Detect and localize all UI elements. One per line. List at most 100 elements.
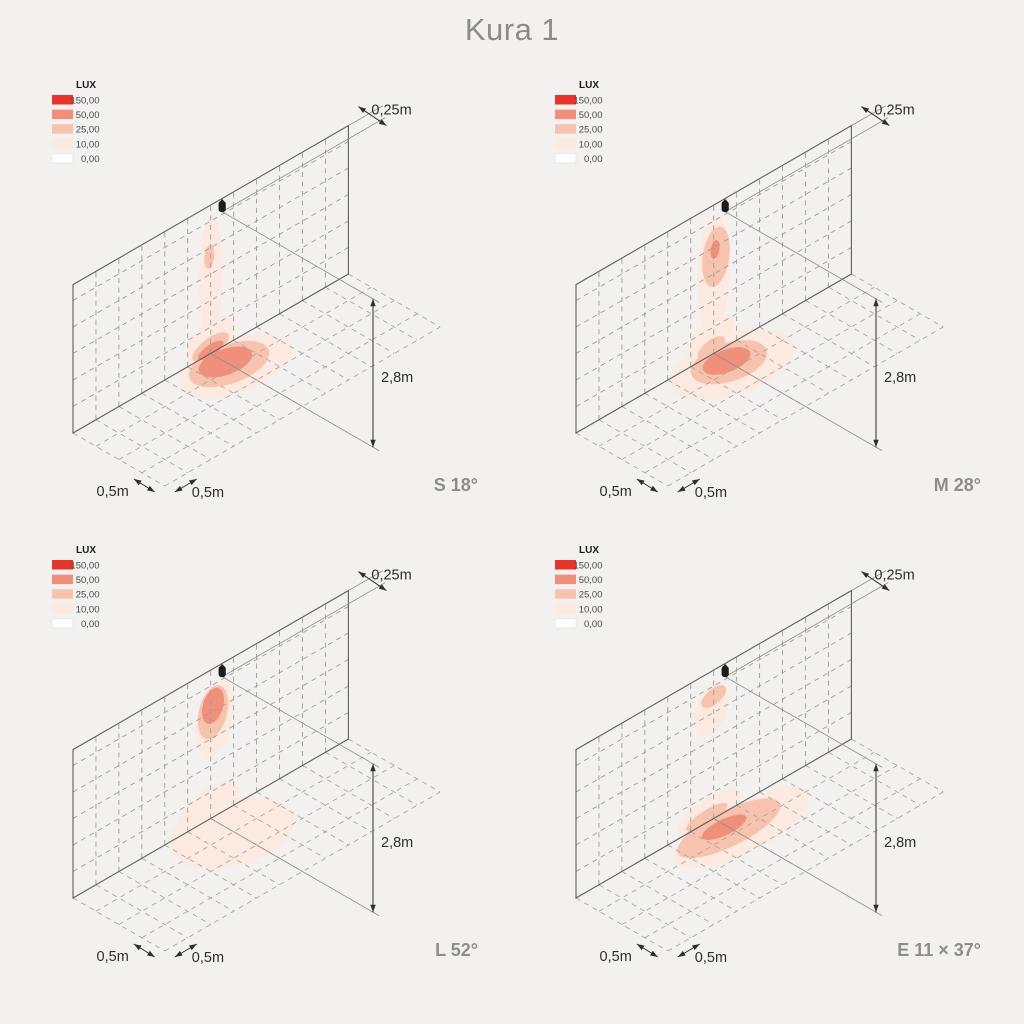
legend-title: LUX — [76, 80, 96, 91]
floor-grid-line — [72, 432, 166, 487]
floor-grid-line — [233, 339, 326, 394]
isolux-contours — [670, 215, 794, 400]
legend-value: 0,00 — [584, 619, 603, 630]
lamp-mount — [220, 199, 224, 203]
dimension-grid-cells: 0,5m 0,5m — [97, 943, 224, 966]
lamp-body — [218, 200, 226, 213]
legend-value: 50,00 — [76, 575, 100, 586]
lamp-body — [721, 200, 729, 213]
dimension-label-grid-x: 0,5m — [600, 949, 632, 965]
dimension-offset: 0,25m — [861, 568, 915, 592]
arrowhead — [873, 904, 879, 913]
floor-grid-line — [782, 778, 875, 833]
dimension-label-height: 2,8m — [381, 370, 413, 386]
legend-value: 50,00 — [579, 110, 603, 121]
arrowhead — [636, 479, 645, 486]
legend-value: 25,00 — [579, 590, 603, 601]
arrowhead — [378, 119, 387, 126]
arrowhead — [691, 479, 700, 486]
lamp-body — [218, 665, 226, 678]
quadrant-m-28: 2,8m 0,25m 0,5m 0,5m M 28° LUX 150,00 50,00 25,0… — [554, 80, 981, 501]
arrowhead — [873, 298, 879, 307]
dimension-height: 2,8m — [370, 763, 413, 913]
legend-title: LUX — [579, 545, 599, 556]
floor-grid-line — [141, 392, 234, 447]
legend-value: 0,00 — [81, 154, 100, 165]
page-title: Kura 1 — [464, 12, 560, 47]
floor-height-leader — [210, 818, 380, 917]
legend-value: 25,00 — [76, 125, 100, 136]
floor-grid-line — [621, 871, 714, 925]
legend-swatch-50 — [52, 109, 73, 120]
floor-grid-line — [302, 300, 395, 354]
lamp-offset-leader — [724, 117, 889, 213]
quadrant-e-11x37: 2,8m 0,25m 0,5m 0,5m E 11 × 37° LUX 150,00 50,0… — [554, 545, 981, 966]
wall-top-extension — [851, 105, 887, 126]
lamp-mount — [723, 664, 727, 668]
floor-grid-line — [759, 791, 852, 846]
floor-grid-line — [598, 884, 691, 939]
arrowhead — [174, 950, 183, 957]
dimension-label-offset: 0,25m — [371, 568, 411, 584]
floor-grid-line — [279, 778, 372, 833]
legend-swatch-150 — [52, 560, 73, 570]
beam-angle-label: S 18° — [434, 475, 478, 495]
legend-swatch-50 — [52, 574, 73, 585]
legend-swatch-0 — [51, 152, 74, 164]
lamp-offset-leader — [724, 582, 889, 678]
floor-grid — [575, 738, 944, 952]
dimension-grid-cells: 0,5m 0,5m — [600, 478, 727, 501]
floor-grid-line — [805, 765, 898, 819]
dimension-label-height: 2,8m — [381, 835, 413, 851]
legend-title: LUX — [76, 545, 96, 556]
legend-title: LUX — [579, 80, 599, 91]
arrowhead — [650, 950, 658, 957]
arrowhead — [370, 763, 376, 772]
floor-grid-line — [690, 831, 783, 886]
legend-swatch-10 — [555, 603, 576, 614]
floor-grid-line — [828, 286, 921, 341]
lamp-icon — [218, 199, 226, 213]
lux-contour-25-wall — [204, 244, 215, 269]
floor-grid-line — [187, 366, 280, 421]
lamp-height-leader — [724, 676, 883, 768]
lux-contour-25-wall — [686, 802, 728, 832]
floor-grid-line — [644, 857, 737, 912]
floor-grid-line — [598, 419, 691, 474]
floor-grid-line — [805, 300, 898, 354]
isolux-contours — [674, 683, 809, 868]
lamp-icon — [721, 199, 729, 213]
legend-swatch-0 — [51, 618, 74, 629]
legend-value: 10,00 — [76, 604, 100, 615]
dimension-offset: 0,25m — [861, 103, 915, 127]
legend-value: 10,00 — [579, 604, 603, 615]
arrowhead — [873, 439, 879, 448]
legend-value: 25,00 — [579, 125, 603, 136]
floor-grid-line — [256, 326, 349, 381]
floor-grid-line — [302, 765, 395, 819]
floor-grid-line — [164, 844, 257, 899]
floor-grid-line — [575, 897, 669, 952]
arrowhead — [358, 106, 367, 114]
arrowhead — [370, 298, 376, 307]
lamp-icon — [721, 664, 729, 678]
arrowhead — [370, 439, 376, 448]
legend-swatch-50 — [555, 574, 576, 585]
dimension-offset: 0,25m — [358, 103, 412, 127]
arrowhead — [147, 950, 155, 957]
arrowhead — [188, 944, 197, 951]
arrowhead — [881, 119, 890, 126]
floor-height-leader — [713, 818, 883, 917]
floor-grid-line — [667, 844, 760, 899]
isolux-contours — [179, 216, 292, 398]
arrowhead — [881, 584, 890, 591]
dimension-label-grid-y: 0,5m — [192, 485, 224, 501]
lamp-height-leader — [221, 676, 380, 768]
arrowhead — [358, 571, 367, 579]
floor-grid-line — [256, 791, 349, 846]
floor-grid-line — [348, 738, 441, 793]
leader-lines — [713, 570, 889, 917]
floor-grid-line — [575, 432, 669, 487]
arrowhead — [873, 763, 879, 772]
